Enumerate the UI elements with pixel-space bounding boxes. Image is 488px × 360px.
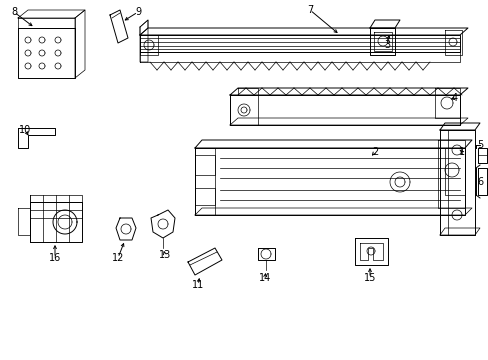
Text: 15: 15 — [363, 273, 375, 283]
Text: 7: 7 — [306, 5, 312, 15]
Text: 14: 14 — [258, 273, 270, 283]
Text: 8: 8 — [11, 7, 17, 17]
Text: 1: 1 — [458, 147, 464, 157]
Text: 5: 5 — [476, 140, 482, 150]
Text: 2: 2 — [371, 147, 377, 157]
Text: 3: 3 — [383, 40, 389, 50]
Text: 16: 16 — [49, 253, 61, 263]
Text: 9: 9 — [135, 7, 141, 17]
Text: 13: 13 — [159, 250, 171, 260]
Text: 12: 12 — [112, 253, 124, 263]
Text: 4: 4 — [451, 93, 457, 103]
Text: 10: 10 — [19, 125, 31, 135]
Text: 11: 11 — [191, 280, 203, 290]
Text: 6: 6 — [476, 177, 482, 187]
